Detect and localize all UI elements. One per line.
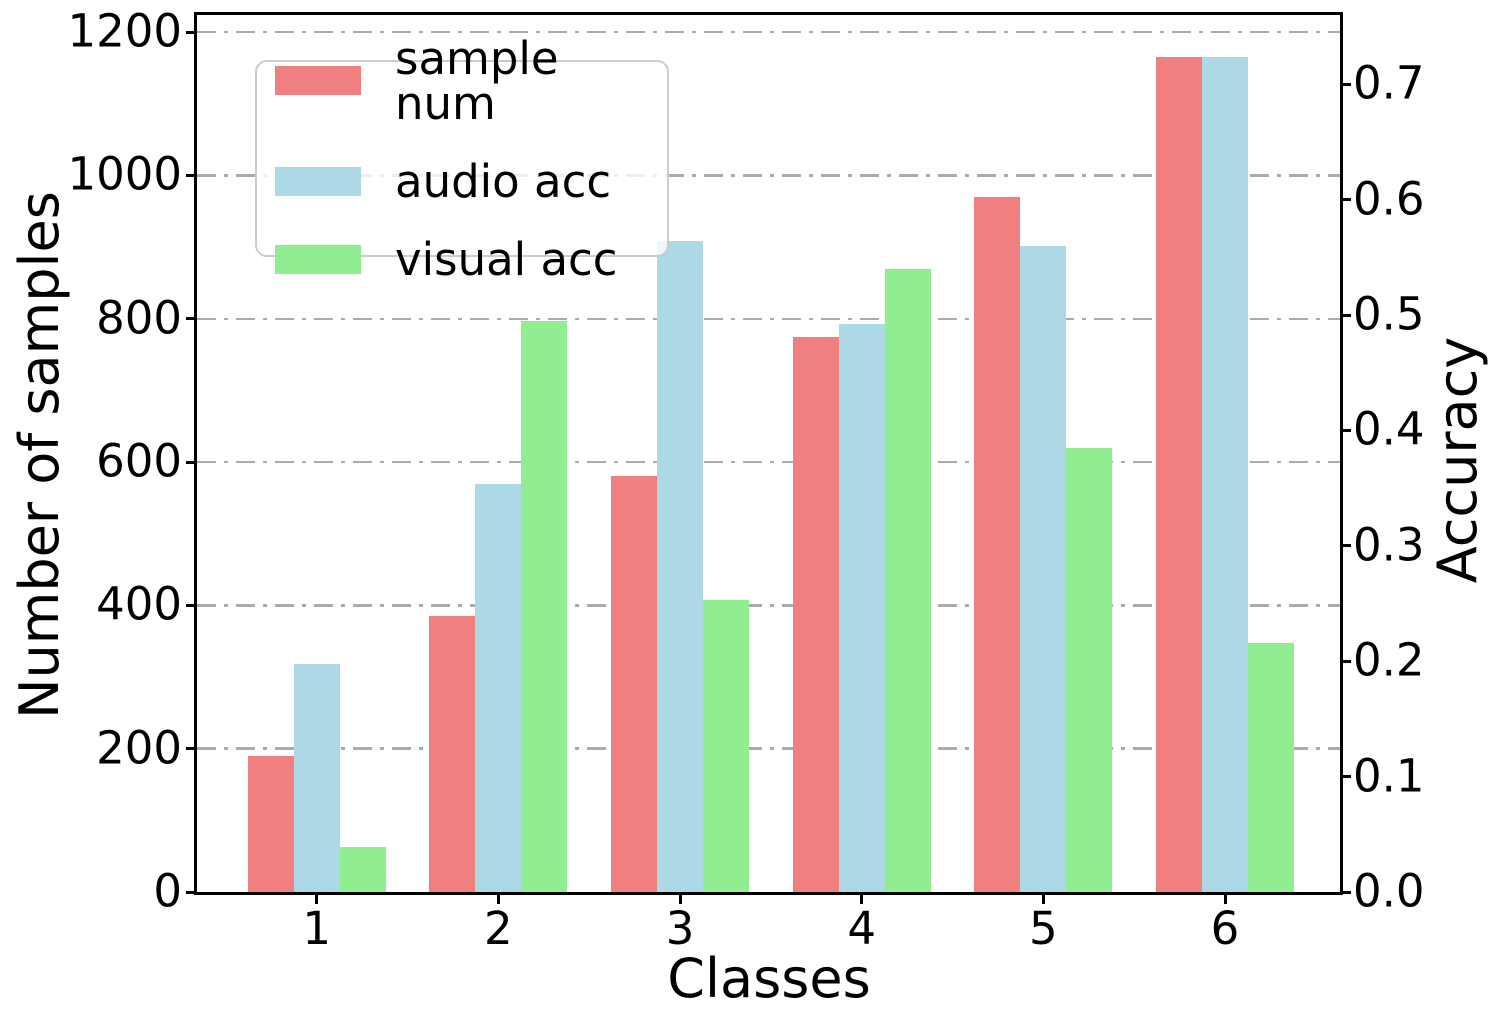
x-axis-tick-label: 4 [847, 902, 876, 955]
bar-visual-acc-class-6 [1248, 642, 1294, 892]
y-axis-left-tick-label: 0 [153, 864, 182, 918]
x-axis-tick [678, 892, 682, 904]
gridline [197, 317, 1340, 321]
y-axis-left-tick-label: 400 [96, 577, 182, 631]
y-axis-right-tick [1340, 82, 1351, 86]
y-axis-right-tick-label: 0.1 [1353, 749, 1425, 803]
y-axis-right-tick-label: 0.6 [1353, 172, 1425, 226]
x-axis-tick-label: 6 [1210, 902, 1240, 955]
legend-label-visual-acc: visual acc [395, 232, 618, 286]
bar-audio-acc-class-2 [475, 483, 522, 892]
bar-audio-acc-class-4 [838, 324, 885, 892]
legend: sample num audio acc visual acc [255, 36, 669, 282]
y-axis-right-tick-label: 0.2 [1353, 633, 1425, 687]
x-axis-label: Classes [667, 947, 871, 1010]
y-axis-right-tick [1340, 775, 1351, 779]
bar-visual-acc-class-3 [703, 600, 750, 892]
y-axis-right-tick-label: 0.7 [1353, 56, 1425, 110]
y-axis-right-tick [1340, 659, 1351, 663]
x-axis-tick-label: 2 [484, 902, 513, 955]
y-axis-right-tick [1340, 313, 1351, 317]
y-axis-left-tick [186, 890, 197, 894]
x-axis-tick [860, 892, 864, 904]
gridline [197, 604, 1340, 607]
x-axis-tick-label: 5 [1029, 902, 1058, 955]
y-axis-left-tick-label: 600 [96, 434, 182, 488]
x-axis-tick-label: 3 [665, 902, 695, 955]
x-axis-tick [1223, 892, 1227, 904]
legend-swatch-sample-num [275, 66, 361, 95]
y-axis-left-tick-label: 1200 [67, 4, 182, 58]
y-axis-right-tick-label: 0.4 [1353, 403, 1425, 457]
y-axis-right-tick [1340, 428, 1351, 432]
bar-audio-acc-class-3 [657, 241, 704, 892]
y-axis-right-tick [1340, 198, 1351, 202]
legend-swatch-visual-acc [275, 244, 361, 274]
legend-item-visual-acc: visual acc [275, 237, 667, 282]
y-axis-right-tick-label: 0.0 [1353, 864, 1425, 918]
y-axis-left-tick [186, 173, 197, 177]
bar-sample-num-class-1 [247, 755, 294, 892]
x-axis-tick [496, 892, 500, 904]
bar-sample-num-class-4 [792, 336, 839, 892]
y-axis-left-tick [186, 317, 197, 321]
y-axis-right-tick-label: 0.3 [1353, 518, 1425, 572]
legend-item-sample-num: sample num [275, 36, 667, 126]
y-axis-left-tick [186, 30, 197, 34]
bar-visual-acc-class-2 [521, 320, 568, 892]
y-axis-left-tick [186, 603, 197, 607]
y-axis-left-tick-label: 200 [96, 721, 182, 775]
bar-sample-num-class-5 [974, 197, 1021, 892]
bar-sample-num-class-3 [611, 476, 658, 892]
bar-visual-acc-class-1 [339, 847, 386, 892]
bar-audio-acc-class-5 [1020, 245, 1067, 892]
y-axis-left-tick [186, 747, 197, 751]
bar-audio-acc-class-1 [293, 663, 340, 892]
y-axis-label-right: Accuracy [1426, 336, 1489, 584]
bar-sample-num-class-2 [429, 616, 476, 892]
gridline [197, 30, 1340, 34]
gridline [197, 747, 1340, 750]
legend-label-audio-acc: audio acc [395, 154, 612, 208]
legend-label-sample-num: sample num [395, 31, 559, 130]
bar-visual-acc-class-5 [1066, 447, 1113, 892]
x-axis-tick [315, 892, 319, 904]
x-axis-tick-label: 1 [302, 902, 332, 955]
gridline [197, 460, 1340, 464]
bar-sample-num-class-6 [1156, 57, 1202, 892]
y-axis-right-tick-label: 0.5 [1353, 287, 1425, 341]
bar-visual-acc-class-4 [884, 268, 931, 892]
y-axis-left-tick-label: 800 [96, 291, 182, 345]
x-axis-tick [1041, 892, 1045, 904]
bar-audio-acc-class-6 [1202, 56, 1248, 892]
plot-area [197, 15, 1340, 892]
y-axis-left-tick-label: 1000 [67, 148, 182, 202]
y-axis-right-tick [1340, 544, 1351, 548]
y-axis-right-tick [1340, 890, 1351, 894]
legend-item-audio-acc: audio acc [275, 159, 667, 204]
y-axis-left-tick [186, 460, 197, 464]
legend-swatch-audio-acc [275, 166, 361, 196]
gridline [197, 174, 1340, 177]
